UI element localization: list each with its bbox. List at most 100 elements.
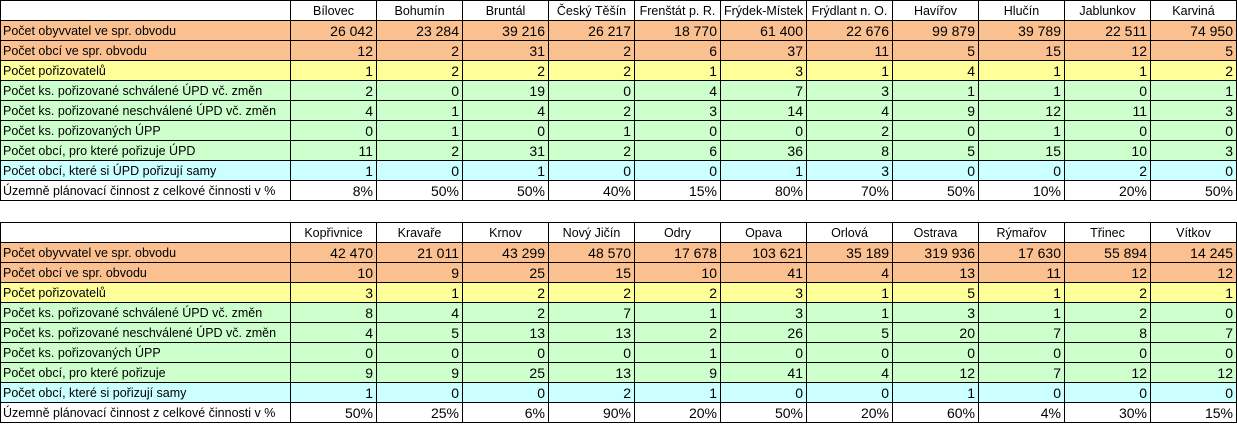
- value-cell[interactable]: 1: [634, 302, 721, 323]
- value-cell[interactable]: 12: [1150, 362, 1237, 383]
- row-label-cell[interactable]: Počet obcí, které si pořizují samy: [0, 382, 291, 403]
- value-cell[interactable]: 50%: [290, 402, 377, 423]
- value-cell[interactable]: 12: [1150, 262, 1237, 283]
- value-cell[interactable]: 4: [892, 60, 979, 81]
- value-cell[interactable]: 25: [462, 262, 549, 283]
- value-cell[interactable]: 1: [978, 60, 1065, 81]
- value-cell[interactable]: 1: [462, 160, 549, 181]
- value-cell[interactable]: 7: [548, 302, 635, 323]
- row-label-cell[interactable]: Počet ks. pořizované neschválené ÚPD vč.…: [0, 322, 291, 343]
- value-cell[interactable]: 1: [978, 302, 1065, 323]
- value-cell[interactable]: 6: [634, 140, 721, 161]
- value-cell[interactable]: 2: [548, 100, 635, 121]
- value-cell[interactable]: 9: [376, 262, 463, 283]
- value-cell[interactable]: 11: [978, 262, 1065, 283]
- value-cell[interactable]: 0: [548, 80, 635, 101]
- value-cell[interactable]: 0: [462, 342, 549, 363]
- value-cell[interactable]: 12: [1064, 262, 1151, 283]
- row-label-cell[interactable]: Počet ks. pořizované schválené ÚPD vč. z…: [0, 302, 291, 323]
- value-cell[interactable]: 17 630: [978, 242, 1065, 263]
- value-cell[interactable]: 5: [892, 282, 979, 303]
- value-cell[interactable]: 41: [720, 262, 807, 283]
- value-cell[interactable]: 0: [892, 120, 979, 141]
- value-cell[interactable]: 2: [548, 382, 635, 403]
- value-cell[interactable]: 1: [1150, 282, 1237, 303]
- value-cell[interactable]: 50%: [892, 180, 979, 201]
- value-cell[interactable]: 5: [892, 40, 979, 61]
- value-cell[interactable]: 13: [548, 362, 635, 383]
- value-cell[interactable]: 12: [1064, 40, 1151, 61]
- value-cell[interactable]: 2: [548, 282, 635, 303]
- value-cell[interactable]: 6%: [462, 402, 549, 423]
- value-cell[interactable]: 15: [548, 262, 635, 283]
- value-cell[interactable]: 12: [1064, 362, 1151, 383]
- value-cell[interactable]: 1: [548, 120, 635, 141]
- value-cell[interactable]: 5: [806, 322, 893, 343]
- value-cell[interactable]: 2: [1064, 160, 1151, 181]
- town-header-cell[interactable]: Frýdlant n. O.: [806, 0, 893, 21]
- value-cell[interactable]: 70%: [806, 180, 893, 201]
- row-label-cell[interactable]: Územně plánovací činnost z celkové činno…: [0, 180, 291, 201]
- row-label-cell[interactable]: Počet obcí ve spr. obvodu: [0, 262, 291, 283]
- value-cell[interactable]: 22 511: [1064, 20, 1151, 41]
- value-cell[interactable]: 1: [892, 80, 979, 101]
- value-cell[interactable]: 5: [376, 322, 463, 343]
- value-cell[interactable]: 14 245: [1150, 242, 1237, 263]
- value-cell[interactable]: 61 400: [720, 20, 807, 41]
- value-cell[interactable]: 10: [290, 262, 377, 283]
- value-cell[interactable]: 4: [290, 100, 377, 121]
- value-cell[interactable]: 1: [1064, 60, 1151, 81]
- value-cell[interactable]: 0: [376, 80, 463, 101]
- value-cell[interactable]: 10: [634, 262, 721, 283]
- value-cell[interactable]: 0: [720, 382, 807, 403]
- value-cell[interactable]: 9: [634, 362, 721, 383]
- value-cell[interactable]: 9: [376, 362, 463, 383]
- row-label-cell[interactable]: Počet obyvvatel ve spr. obvodu: [0, 242, 291, 263]
- value-cell[interactable]: 2: [1150, 60, 1237, 81]
- value-cell[interactable]: 13: [892, 262, 979, 283]
- value-cell[interactable]: 1: [634, 60, 721, 81]
- value-cell[interactable]: 1: [892, 382, 979, 403]
- value-cell[interactable]: 50%: [720, 402, 807, 423]
- value-cell[interactable]: 10: [1064, 140, 1151, 161]
- value-cell[interactable]: 7: [1150, 322, 1237, 343]
- town-header-cell[interactable]: Bohumín: [376, 0, 463, 21]
- value-cell[interactable]: 9: [892, 100, 979, 121]
- town-header-cell[interactable]: Český Těšín: [548, 0, 635, 21]
- value-cell[interactable]: 14: [720, 100, 807, 121]
- value-cell[interactable]: 99 879: [892, 20, 979, 41]
- value-cell[interactable]: 31: [462, 40, 549, 61]
- value-cell[interactable]: 2: [1064, 282, 1151, 303]
- value-cell[interactable]: 1: [376, 120, 463, 141]
- value-cell[interactable]: 3: [892, 302, 979, 323]
- value-cell[interactable]: 4: [290, 322, 377, 343]
- value-cell[interactable]: 2: [462, 302, 549, 323]
- value-cell[interactable]: 3: [1150, 140, 1237, 161]
- value-cell[interactable]: 26 217: [548, 20, 635, 41]
- value-cell[interactable]: 2: [634, 282, 721, 303]
- value-cell[interactable]: 1: [290, 160, 377, 181]
- town-header-cell[interactable]: Nový Jičín: [548, 222, 635, 243]
- value-cell[interactable]: 1: [720, 160, 807, 181]
- value-cell[interactable]: 0: [548, 342, 635, 363]
- value-cell[interactable]: 15%: [1150, 402, 1237, 423]
- value-cell[interactable]: 50%: [376, 180, 463, 201]
- value-cell[interactable]: 48 570: [548, 242, 635, 263]
- value-cell[interactable]: 3: [806, 160, 893, 181]
- value-cell[interactable]: 0: [290, 120, 377, 141]
- value-cell[interactable]: 319 936: [892, 242, 979, 263]
- value-cell[interactable]: 4: [806, 100, 893, 121]
- value-cell[interactable]: 1: [290, 60, 377, 81]
- value-cell[interactable]: 0: [892, 342, 979, 363]
- value-cell[interactable]: 23 284: [376, 20, 463, 41]
- value-cell[interactable]: 0: [548, 160, 635, 181]
- row-label-cell[interactable]: Počet obcí, pro které pořizuje ÚPD: [0, 140, 291, 161]
- row-label-cell[interactable]: Počet ks. pořizované neschválené ÚPD vč.…: [0, 100, 291, 121]
- town-header-cell[interactable]: Vítkov: [1150, 222, 1237, 243]
- value-cell[interactable]: 1: [376, 100, 463, 121]
- value-cell[interactable]: 12: [978, 100, 1065, 121]
- value-cell[interactable]: 39 789: [978, 20, 1065, 41]
- value-cell[interactable]: 1: [806, 302, 893, 323]
- value-cell[interactable]: 3: [1150, 100, 1237, 121]
- town-header-cell[interactable]: Hlučín: [978, 0, 1065, 21]
